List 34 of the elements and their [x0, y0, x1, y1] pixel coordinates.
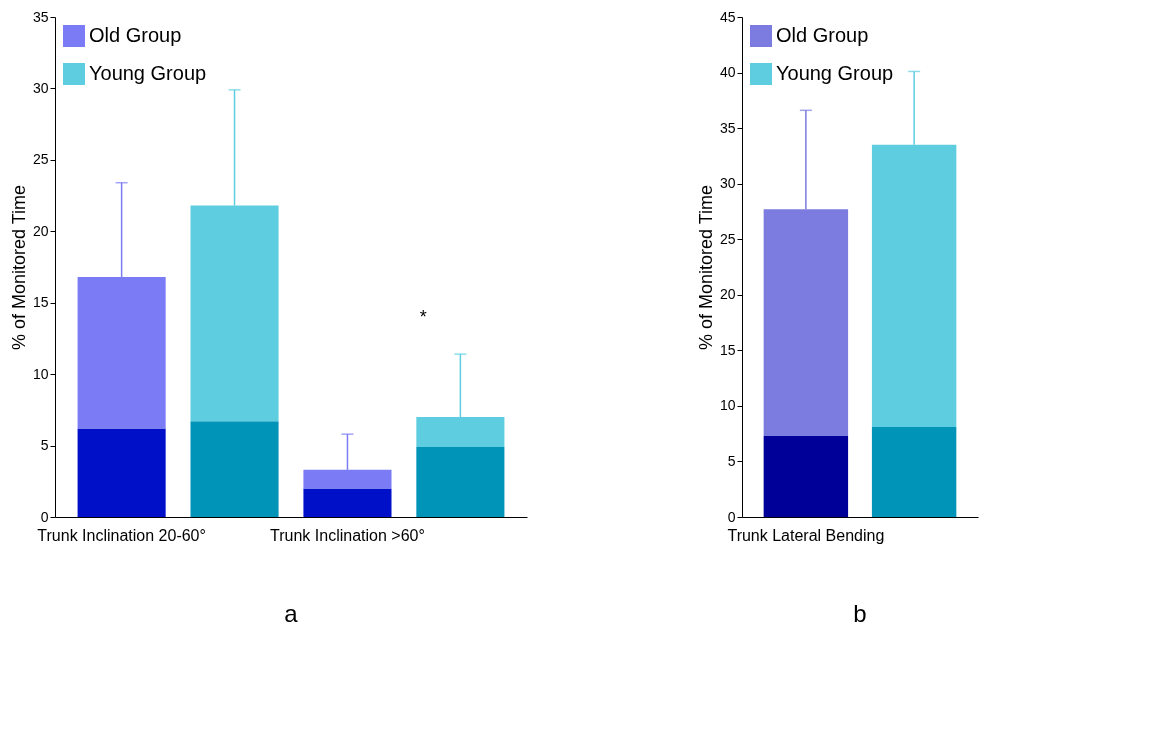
y-tick-label: 15	[719, 341, 736, 358]
annotation: *	[419, 307, 427, 327]
y-axis-title: % of Monitored Time	[695, 184, 716, 351]
y-tick-label: 45	[719, 8, 736, 25]
text: b	[853, 600, 867, 627]
y-tick-label: 35	[32, 8, 49, 25]
y-tick-label: 0	[727, 508, 736, 525]
legend-label: Old Group	[89, 24, 182, 46]
bar	[77, 428, 166, 517]
legend-label: Young Group	[776, 62, 894, 84]
y-tick-label: 25	[719, 230, 736, 247]
legend-label: Young Group	[89, 62, 207, 84]
y-tick-label: 0	[40, 508, 49, 525]
y-tick-label: 40	[719, 64, 736, 81]
y-tick-label: 25	[32, 151, 49, 168]
x-tick-label: Trunk Lateral Bending	[727, 526, 885, 544]
x-tick-label: Trunk Inclination 20-60°	[37, 526, 206, 544]
bar	[416, 447, 505, 517]
y-tick-label: 20	[32, 222, 49, 239]
y-tick-label: 35	[719, 119, 736, 136]
y-tick-label: 10	[719, 397, 736, 414]
y-axis-title: % of Monitored Time	[8, 184, 29, 351]
y-tick-label: 10	[32, 365, 49, 382]
y-tick-label: 30	[32, 79, 49, 96]
y-tick-label: 20	[719, 286, 736, 303]
y-tick-label: 5	[40, 437, 49, 454]
y-tick-label: 5	[727, 452, 736, 469]
bar	[303, 488, 392, 517]
text: a	[284, 600, 299, 627]
bar	[190, 421, 279, 517]
legend-label: Old Group	[776, 24, 869, 46]
y-tick-label: 15	[32, 294, 49, 311]
x-tick-label: Trunk Inclination >60°	[270, 526, 425, 544]
y-tick-label: 30	[719, 175, 736, 192]
